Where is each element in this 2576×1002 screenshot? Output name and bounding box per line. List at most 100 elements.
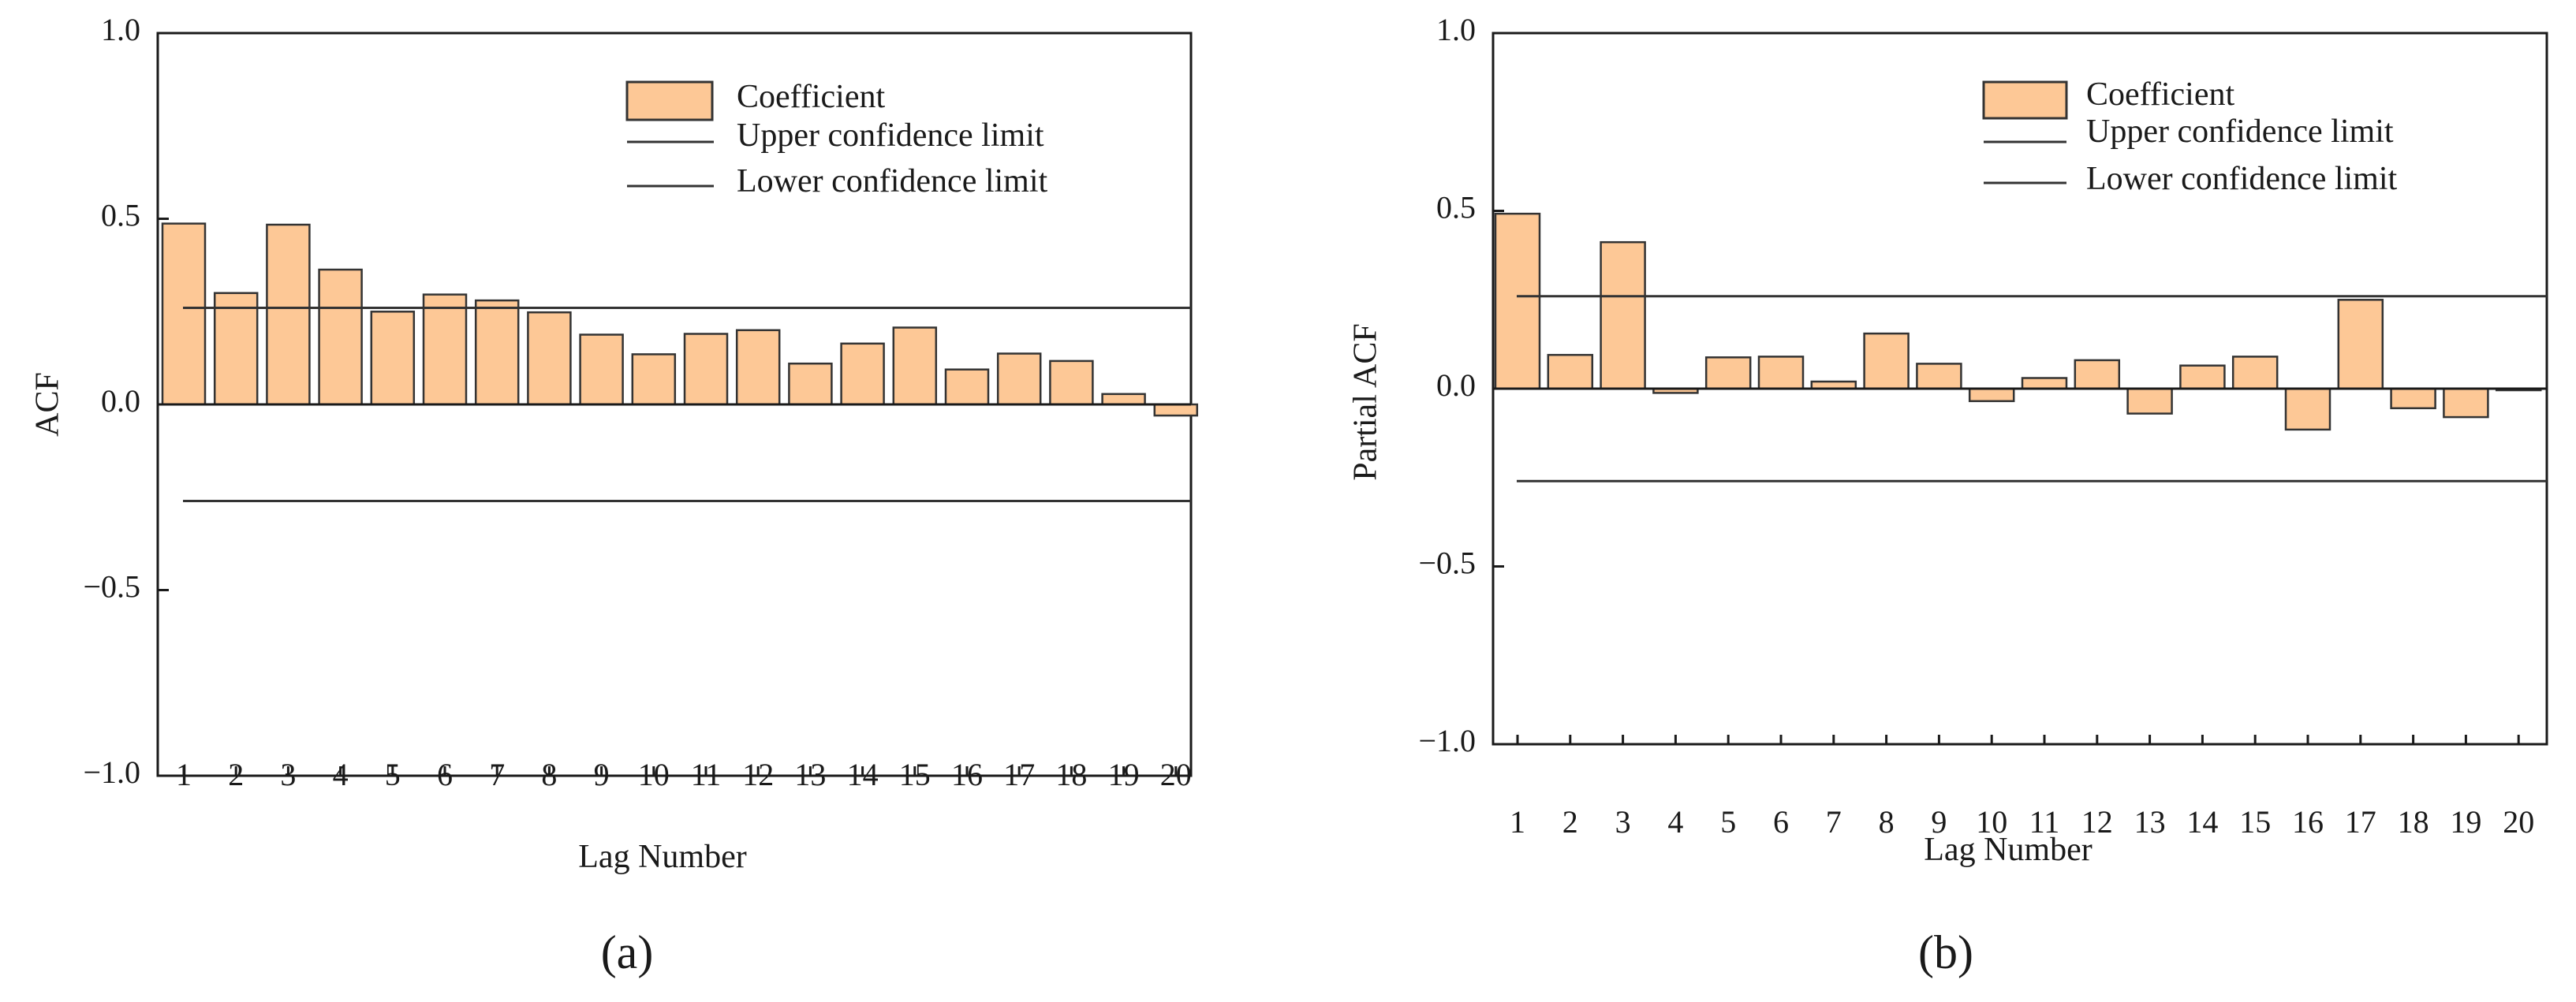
acf-x-tick-label: 6 (437, 757, 453, 792)
pacf-bar-lag-1 (1494, 212, 1541, 390)
acf-x-tick-label: 19 (1108, 757, 1140, 792)
acf-bar-lag-3 (266, 223, 311, 406)
acf-bars (161, 222, 1199, 417)
acf-x-tick-label: 18 (1055, 757, 1087, 792)
pacf-y-ticks: 1.0 0.5 0.0 −0.5 −1.0 (1418, 12, 1504, 758)
pacf-bars (1494, 212, 2542, 431)
pacf-x-tick-label: 5 (1720, 804, 1736, 840)
pacf-x-tick-label: 15 (2239, 804, 2271, 840)
pacf-bar-lag-18 (2390, 387, 2436, 410)
acf-x-tick-label: 12 (742, 757, 774, 792)
pacf-x-axis-title: Lag Number (1924, 832, 2092, 868)
acf-y-axis-title: ACF (30, 372, 66, 437)
acf-bar-lag-8 (527, 311, 572, 406)
acf-x-tick-label: 16 (951, 757, 983, 792)
pacf-x-tick-label: 13 (2134, 804, 2166, 840)
pacf-x-tick-label: 17 (2345, 804, 2376, 840)
pacf-bar-lag-12 (2074, 359, 2121, 390)
pacf-x-tick-label: 2 (1562, 804, 1578, 840)
pacf-bar-lag-11 (2021, 377, 2068, 390)
acf-x-tick-label: 5 (385, 757, 401, 792)
pacf-y-tick-label: 0.5 (1436, 190, 1476, 225)
acf-bar-lag-19 (1101, 393, 1146, 406)
pacf-x-tick-label: 18 (2398, 804, 2429, 840)
acf-x-tick-label: 8 (541, 757, 557, 792)
acf-y-tick-label: −1.0 (83, 754, 140, 790)
acf-bar-lag-12 (735, 329, 781, 406)
legend-coefficient-swatch (625, 80, 714, 121)
acf-bar-lag-13 (788, 362, 833, 406)
pacf-x-tick-label: 7 (1826, 804, 1842, 840)
pacf-bar-lag-9 (1916, 363, 1962, 390)
acf-x-ticks: 1 2 3 4 5 6 7 8 9 10 11 12 13 14 15 16 17 18 19 20 (176, 757, 1192, 792)
pacf-y-tick-label: −1.0 (1418, 723, 1476, 758)
acf-bar-lag-6 (422, 293, 468, 406)
pacf-x-tick-label: 11 (2029, 804, 2060, 840)
acf-x-tick-label: 17 (1003, 757, 1035, 792)
pacf-x-tick-label: 20 (2503, 804, 2534, 840)
pacf-bar-lag-6 (1757, 356, 1805, 390)
acf-y-ticks: 1.0 0.5 0.0 −0.5 −1.0 (83, 12, 169, 790)
pacf-x-tick-label: 4 (1667, 804, 1683, 840)
pacf-bar-lag-17 (2337, 299, 2384, 390)
acf-x-tick-label: 7 (489, 757, 505, 792)
pacf-bar-lag-2 (1547, 353, 1594, 390)
legend-upper-label: Upper confidence limit (2086, 114, 2394, 150)
acf-bar-lag-11 (683, 333, 729, 406)
acf-bar-lag-7 (474, 299, 520, 406)
partial-acf-chart: 1.00.50.0−0.5−1.0 1 2 3 4 5 6 7 8 9 10 11 12 13 14 15 1… (1348, 12, 2548, 978)
acf-y-tick-label: 0.0 (101, 383, 140, 419)
legend-upper-label: Upper confidence limit (737, 117, 1044, 154)
acf-y-tick-label: −0.5 (83, 569, 140, 605)
panel-label-a: (a) (601, 926, 654, 978)
acf-bar-lag-16 (944, 368, 990, 406)
acf-bar-lag-2 (213, 292, 259, 406)
acf-bar-lag-4 (318, 268, 363, 406)
pacf-x-tick-label: 10 (1976, 804, 2007, 840)
acf-bar-lag-15 (892, 326, 938, 406)
pacf-legend: Coefficient Upper confidence limit Lower… (1982, 76, 2398, 197)
acf-x-tick-label: 11 (691, 757, 722, 792)
pacf-x-tick-label: 6 (1773, 804, 1789, 840)
pacf-bar-lag-15 (2231, 356, 2279, 390)
pacf-bar-lag-3 (1600, 240, 1646, 390)
pacf-bar-lag-19 (2443, 387, 2489, 419)
pacf-bar-lag-8 (1863, 332, 1910, 390)
acf-x-tick-label: 1 (176, 757, 192, 792)
pacf-bar-lag-5 (1704, 356, 1752, 390)
pacf-y-tick-label: 0.0 (1436, 367, 1476, 403)
acf-x-tick-label: 4 (333, 757, 349, 792)
acf-legend: Coefficient Upper confidence limit Lower… (625, 79, 1048, 199)
acf-x-tick-label: 10 (638, 757, 670, 792)
legend-lower-label: Lower confidence limit (2086, 161, 2398, 197)
acf-chart: 1.00.50.0−0.5−1.0 1 2 3 4 5 6 7 8 9 10 11 12 13 14 15 1… (30, 12, 1199, 978)
acf-x-axis-title: Lag Number (578, 839, 746, 875)
pacf-x-tick-label: 3 (1615, 804, 1631, 840)
legend-coefficient-swatch (1982, 80, 2068, 120)
pacf-x-tick-label: 12 (2081, 804, 2113, 840)
pacf-x-tick-label: 16 (2292, 804, 2324, 840)
legend-coefficient-label: Coefficient (2086, 76, 2234, 113)
acf-bar-lag-14 (840, 342, 885, 406)
pacf-x-tick-label: 8 (1879, 804, 1895, 840)
pacf-bar-lag-10 (1968, 387, 2015, 403)
acf-y-tick-label: 0.5 (101, 198, 140, 233)
legend-lower-label: Lower confidence limit (737, 163, 1048, 199)
acf-x-tick-label: 15 (899, 757, 931, 792)
pacf-y-axis-title: Partial ACF (1348, 323, 1384, 481)
acf-bar-lag-9 (579, 333, 624, 406)
acf-bar-lag-18 (1049, 359, 1094, 406)
acf-x-tick-label: 14 (847, 757, 879, 792)
acf-x-tick-label: 2 (228, 757, 244, 792)
acf-bar-lag-17 (996, 352, 1042, 406)
pacf-x-ticks: 1 2 3 4 5 6 7 8 9 10 11 12 13 14 15 16 17 18 19 20 (1510, 735, 2534, 840)
legend-coefficient-label: Coefficient (737, 79, 885, 115)
acf-bar-lag-1 (161, 222, 207, 406)
acf-bar-lag-10 (631, 353, 677, 406)
acf-bar-lag-20 (1153, 403, 1199, 417)
pacf-x-tick-label: 9 (1931, 804, 1947, 840)
pacf-x-tick-label: 14 (2186, 804, 2218, 840)
pacf-x-tick-label: 1 (1510, 804, 1525, 840)
pacf-bar-lag-14 (2179, 364, 2226, 390)
